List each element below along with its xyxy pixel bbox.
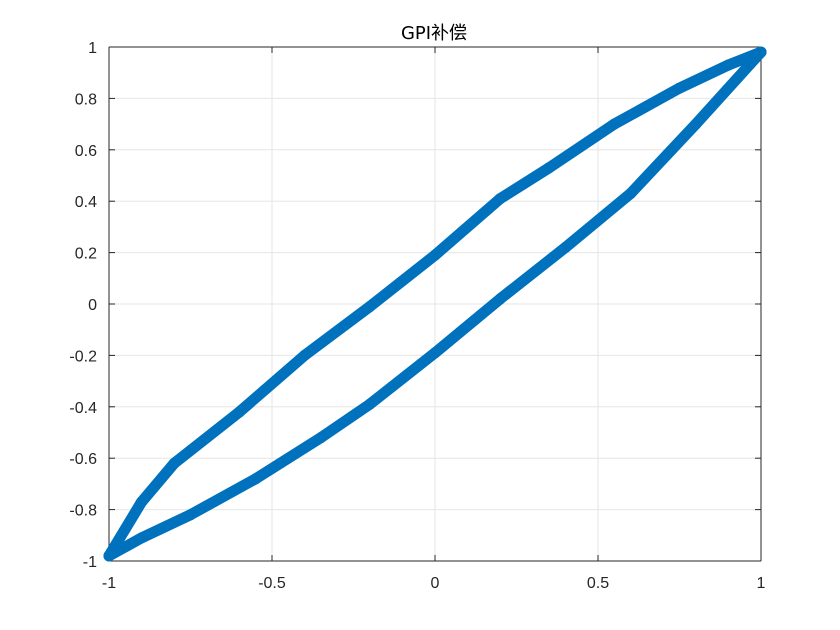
data-point bbox=[674, 82, 685, 94]
data-point bbox=[543, 162, 555, 174]
axes bbox=[108, 46, 762, 562]
x-tick-label: 0 bbox=[431, 575, 440, 592]
data-point bbox=[299, 349, 311, 361]
tick-labels: -1 -0.5 0 0.5 1 -1 -0.8 -0.6 -0.4 -0.2 0 0.2 0.4 0.6 0… bbox=[69, 40, 765, 592]
data-point bbox=[559, 241, 571, 253]
data-point bbox=[136, 496, 148, 508]
data-point bbox=[608, 118, 620, 130]
x-tick-label: -0.5 bbox=[258, 575, 286, 592]
data-point bbox=[233, 406, 245, 418]
data-point bbox=[625, 187, 637, 199]
data-point bbox=[185, 509, 196, 521]
data-point bbox=[315, 432, 327, 444]
x-tick-label: 1 bbox=[757, 575, 766, 592]
data-point bbox=[103, 550, 115, 562]
y-tick-label: 0.6 bbox=[75, 143, 97, 160]
y-tick-label: -0.6 bbox=[69, 451, 97, 468]
y-tick-label: -0.8 bbox=[69, 503, 97, 520]
y-tick-label: 0.8 bbox=[75, 91, 97, 108]
y-tick-label: -0.4 bbox=[69, 400, 97, 417]
data-point bbox=[494, 293, 506, 305]
chart-title: GPI补偿 bbox=[401, 23, 467, 44]
data-point bbox=[690, 118, 702, 130]
x-tick-label: 0.5 bbox=[587, 575, 609, 592]
series-layer bbox=[103, 46, 767, 562]
grid bbox=[108, 46, 762, 562]
data-point bbox=[168, 457, 180, 469]
data-point bbox=[250, 473, 262, 485]
data-point bbox=[429, 347, 441, 359]
y-tick-label: 0 bbox=[88, 297, 97, 314]
data-point bbox=[136, 532, 148, 544]
series-line-1 bbox=[103, 46, 767, 562]
data-point bbox=[494, 193, 506, 205]
y-tick-label: -1 bbox=[83, 554, 97, 571]
y-tick-label: 0.4 bbox=[75, 194, 97, 211]
data-point bbox=[429, 249, 441, 261]
data-point bbox=[364, 301, 376, 313]
x-tick-label: -1 bbox=[102, 575, 116, 592]
y-tick-label: 0.2 bbox=[75, 246, 97, 263]
y-tick-label: -0.2 bbox=[69, 348, 97, 365]
data-point bbox=[755, 46, 767, 58]
data-point bbox=[364, 398, 376, 410]
data-point bbox=[722, 59, 734, 71]
y-tick-label: 1 bbox=[88, 40, 97, 57]
